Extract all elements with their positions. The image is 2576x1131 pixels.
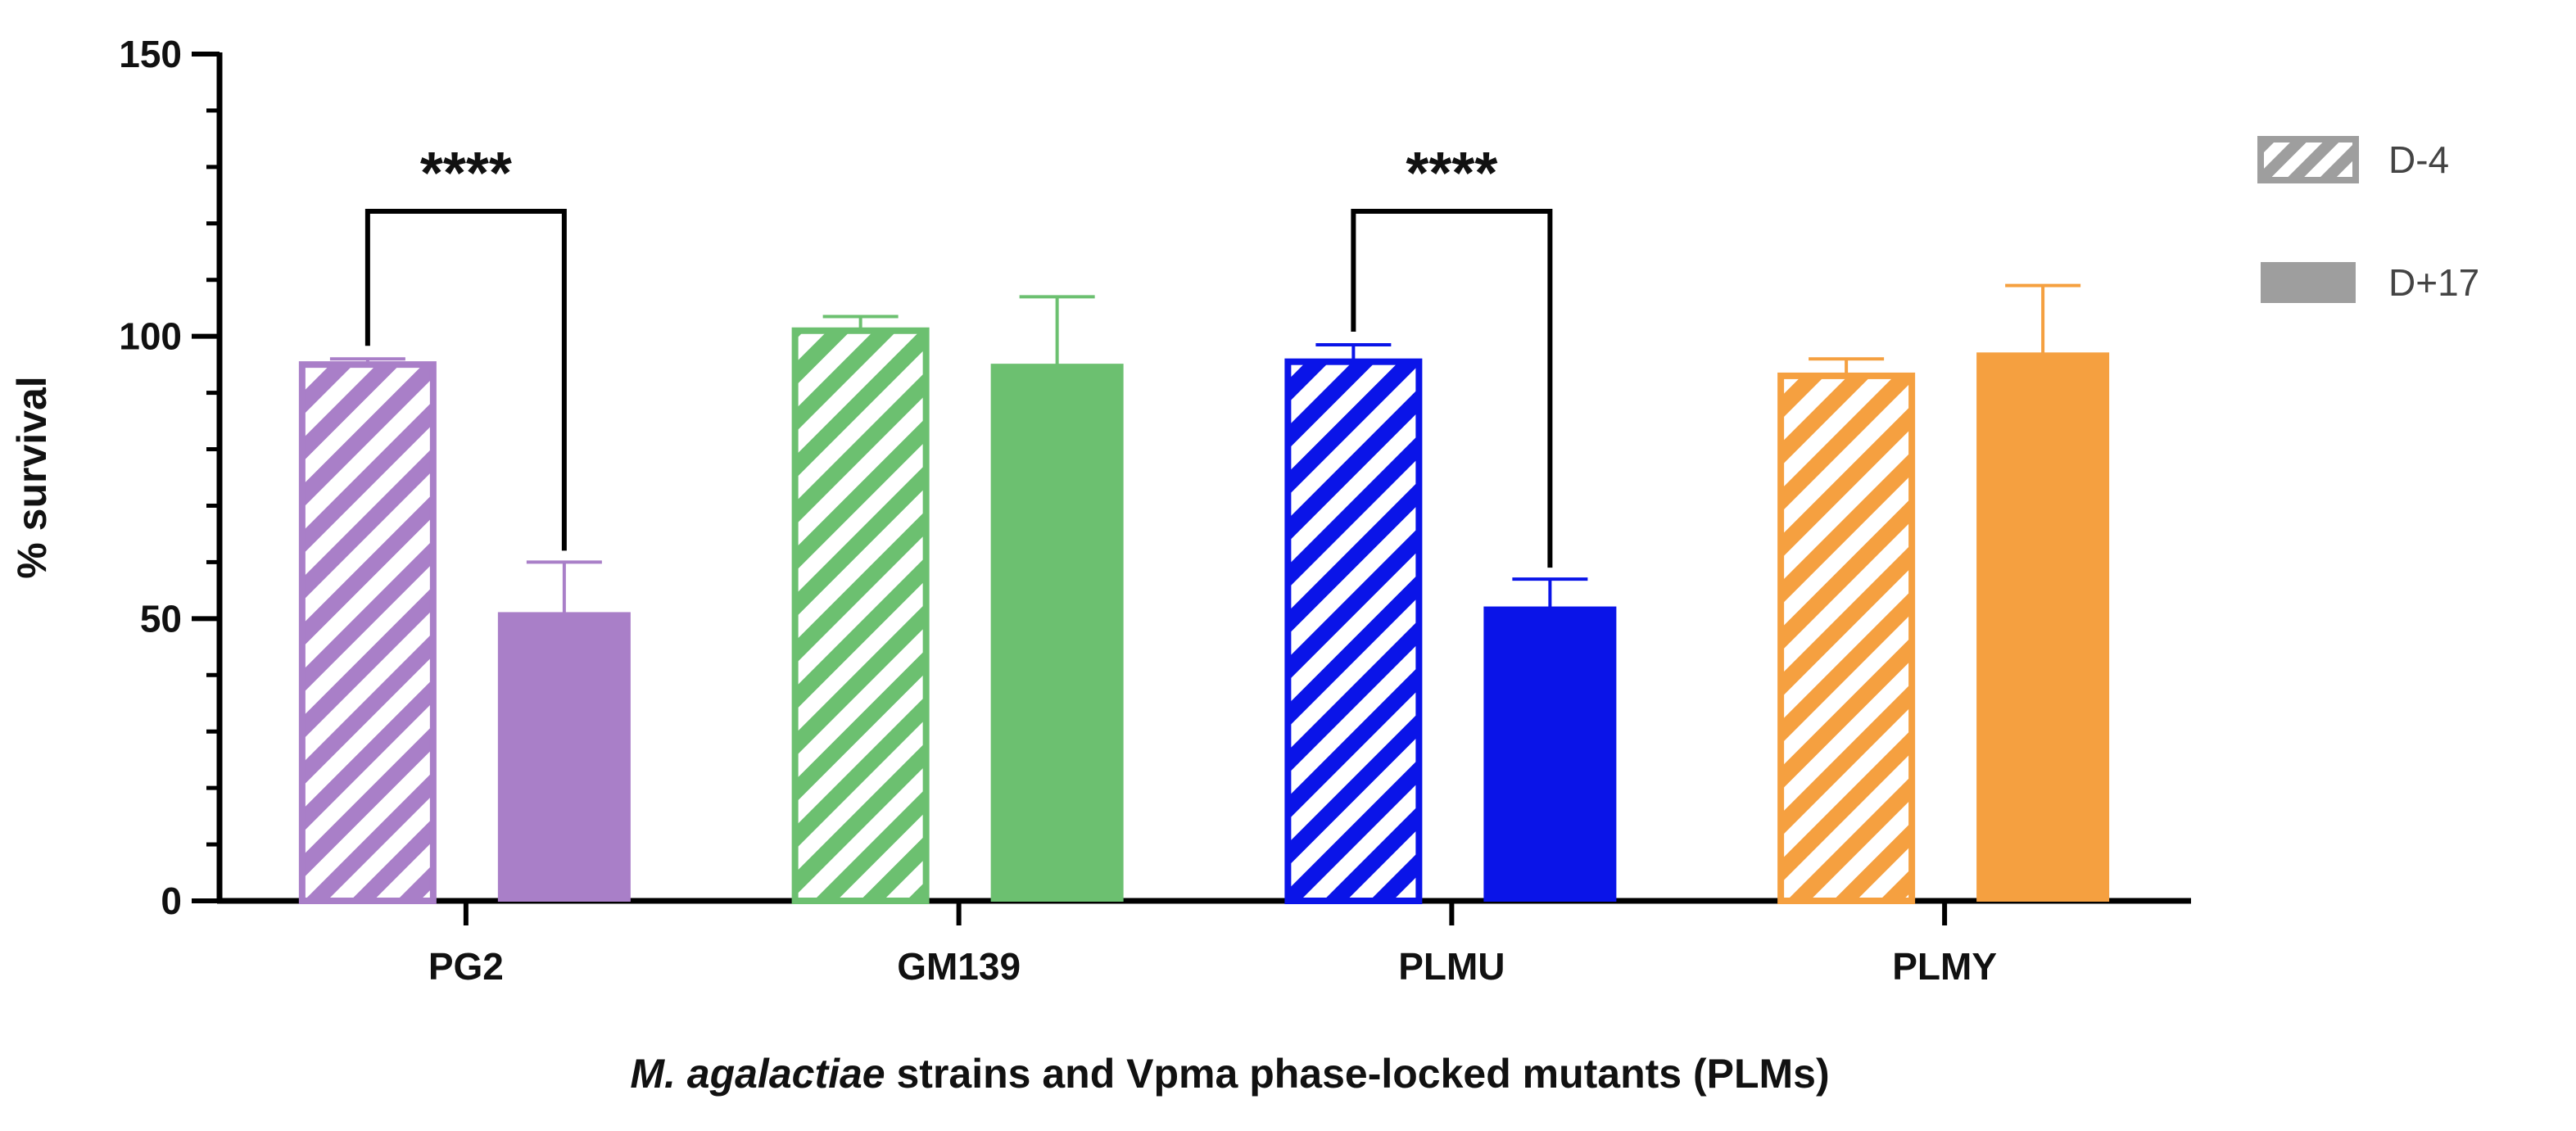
- bar-plmu-d-4: [1284, 358, 1423, 905]
- bar-plmy-d17: [1976, 352, 2110, 902]
- legend-swatch-d17: [2261, 262, 2356, 303]
- category-label: GM139: [897, 945, 1021, 988]
- legend-label: D-4: [2388, 138, 2449, 181]
- category-label: PG2: [428, 945, 504, 988]
- significance-label: ****: [1406, 141, 1497, 206]
- legend-label: D+17: [2388, 261, 2479, 304]
- bar-gm139-d-4: [791, 327, 930, 905]
- y-tick-label: 50: [140, 597, 182, 640]
- x-axis-title-rest: strains and Vpma phase-locked mutants (P…: [885, 1051, 1830, 1097]
- bar-plmy-d-4: [1777, 372, 1916, 905]
- significance-bracket: [1351, 209, 1553, 568]
- x-axis-title: M. agalactiae strains and Vpma phase-loc…: [630, 1051, 1829, 1097]
- y-axis-title: % survival: [9, 376, 55, 578]
- bar-gm139-d17: [990, 364, 1124, 902]
- legend-swatch-d-4: [2257, 136, 2359, 183]
- category-label: PLMU: [1398, 945, 1505, 988]
- category-label: PLMY: [1892, 945, 1997, 988]
- significance-label: ****: [420, 141, 512, 206]
- y-tick-label: 100: [119, 315, 182, 358]
- bar-pg2-d17: [497, 612, 631, 902]
- significance-bracket: [364, 209, 567, 551]
- y-tick-label: 0: [161, 880, 182, 922]
- y-tick-label: 150: [119, 33, 182, 75]
- bar-pg2-d-4: [298, 361, 437, 904]
- bar-plmu-d17: [1483, 606, 1617, 903]
- x-axis-title-italic: M. agalactiae: [630, 1051, 885, 1097]
